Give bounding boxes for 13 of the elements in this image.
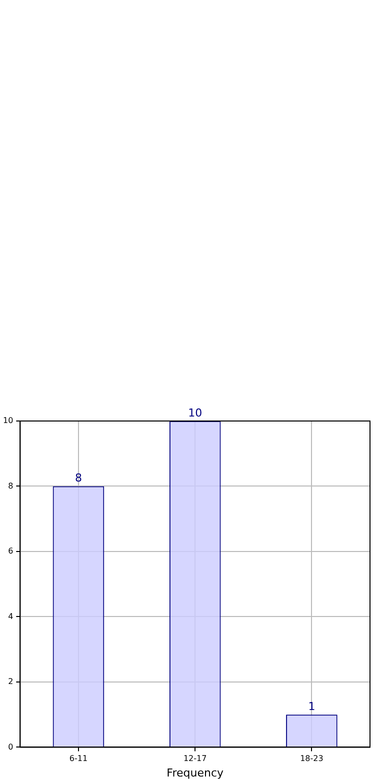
y-tick-label: 10	[2, 416, 14, 426]
x-tick-label: 18-23	[300, 754, 324, 764]
y-tick-label: 0	[8, 742, 14, 752]
data-label: 8	[74, 472, 82, 485]
x-tick-label: 6-11	[69, 754, 88, 764]
x-tick-label: 12-17	[183, 754, 207, 764]
x-axis-title: Frequency	[166, 766, 224, 780]
y-tick-label: 4	[8, 612, 14, 621]
data-label: 10	[188, 406, 202, 420]
data-label: 1	[308, 700, 316, 713]
y-tick-label: 2	[8, 677, 14, 686]
y-tick-label: 8	[8, 481, 14, 490]
y-tick-label: 6	[8, 546, 14, 556]
